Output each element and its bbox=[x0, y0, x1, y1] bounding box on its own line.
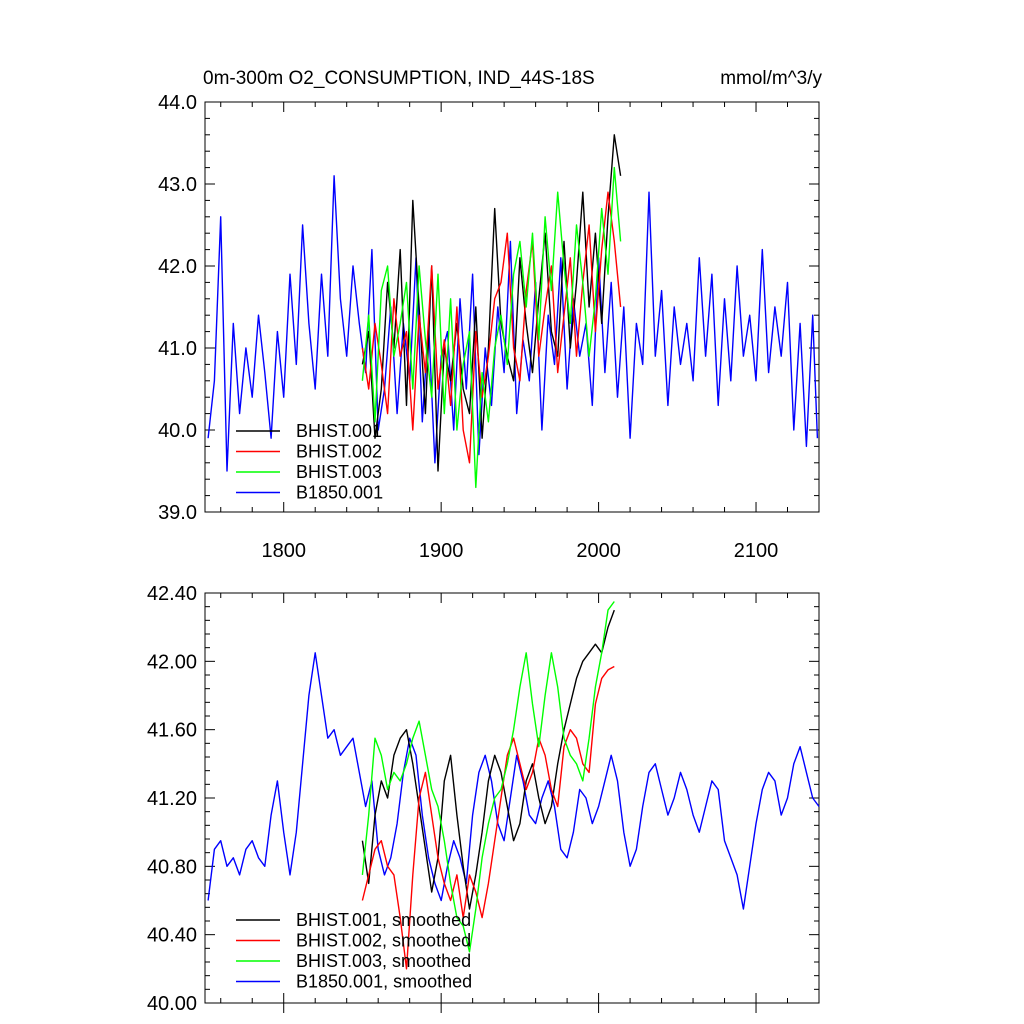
legend-label: B1850.001 bbox=[296, 483, 383, 503]
series-line-2 bbox=[361, 166, 622, 489]
legend-label: B1850.001, smoothed bbox=[296, 972, 472, 992]
series-line-0 bbox=[361, 609, 615, 910]
series-line-3 bbox=[207, 175, 819, 472]
y-tick-label: 40.0 bbox=[158, 420, 197, 442]
y-tick-label: 43.0 bbox=[158, 174, 197, 196]
y-tick-label: 44.0 bbox=[158, 92, 197, 114]
x-tick-label: 2100 bbox=[734, 540, 779, 562]
top-chart: 0m-300m O2_CONSUMPTION, IND_44S-18S mmol… bbox=[158, 68, 822, 562]
y-tick-label: 41.60 bbox=[147, 720, 197, 742]
x-tick-label: 1900 bbox=[419, 540, 464, 562]
y-tick-label: 41.0 bbox=[158, 338, 197, 360]
legend-label: BHIST.002 bbox=[296, 442, 382, 462]
y-tick-label: 42.0 bbox=[158, 256, 197, 278]
y-tick-label: 42.00 bbox=[147, 651, 197, 673]
y-tick-label: 39.0 bbox=[158, 502, 197, 524]
plot-frame bbox=[204, 101, 820, 513]
series-line-0 bbox=[361, 134, 622, 472]
series-line-2 bbox=[361, 601, 615, 953]
legend-label: BHIST.002, smoothed bbox=[296, 931, 471, 951]
legend-label: BHIST.001 bbox=[296, 421, 382, 441]
series-line-3 bbox=[207, 652, 820, 910]
y-tick-label: 40.80 bbox=[147, 856, 197, 878]
y-tick-label: 40.00 bbox=[147, 993, 197, 1015]
chart-title: 0m-300m O2_CONSUMPTION, IND_44S-18S bbox=[203, 68, 595, 89]
y-tick-label: 41.20 bbox=[147, 788, 197, 810]
legend-label: BHIST.003, smoothed bbox=[296, 951, 471, 971]
series-line-1 bbox=[361, 665, 615, 970]
bottom-chart: 40.00 40.40 40.80 41.20 41.60 42.00 42.40 BHIS… bbox=[147, 583, 820, 1015]
series-line-1 bbox=[361, 191, 622, 464]
legend-label: BHIST.001, smoothed bbox=[296, 910, 471, 930]
x-tick-label: 2000 bbox=[576, 540, 621, 562]
x-tick-label: 1800 bbox=[261, 540, 306, 562]
y-tick-label: 42.40 bbox=[147, 583, 197, 605]
units-label: mmol/m^3/y bbox=[720, 68, 822, 89]
legend-label: BHIST.003 bbox=[296, 462, 382, 482]
y-tick-label: 40.40 bbox=[147, 925, 197, 947]
